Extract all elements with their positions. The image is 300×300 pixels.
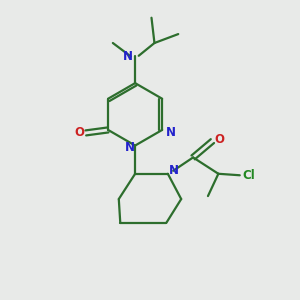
Text: N: N [169,164,179,177]
Text: O: O [214,133,224,146]
Text: Cl: Cl [242,169,255,182]
Text: O: O [74,126,84,140]
Text: N: N [123,50,133,63]
Text: N: N [125,140,135,154]
Text: N: N [166,126,176,139]
